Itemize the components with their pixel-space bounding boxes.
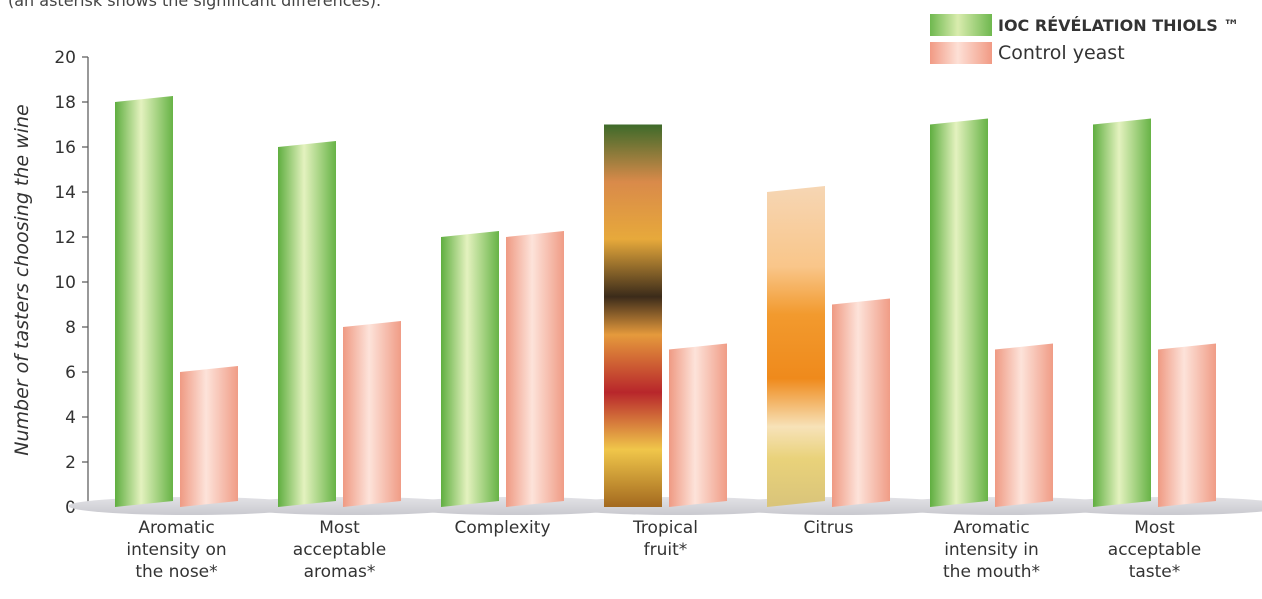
bar-ioc-2 (278, 141, 336, 507)
x-category-label: Tropical fruit* (632, 518, 698, 560)
y-tick-label: 10 (54, 273, 76, 293)
y-tick-label: 0 (65, 498, 76, 518)
chart-caption: (an asterisk shows the significant diffe… (8, 0, 382, 10)
bar-ioc-4 (604, 124, 662, 507)
x-category-label-line: intensity on (126, 540, 226, 560)
x-category-label-line: acceptable (293, 540, 386, 560)
x-category-label-line: acceptable (1108, 540, 1201, 560)
bar-ioc-6 (930, 118, 988, 507)
x-category-label: Most acceptable taste* (1108, 518, 1201, 582)
x-category-label-line: Aromatic (953, 518, 1029, 538)
y-tick-label: 12 (54, 228, 76, 248)
y-tick-label: 20 (54, 48, 76, 68)
bar-control-3 (506, 231, 564, 507)
x-category-label: Aromatic intensity on the nose* (126, 518, 226, 582)
y-axis: 0 2 4 6 8 10 12 14 16 18 20 (54, 48, 89, 518)
bar-ioc-7 (1093, 118, 1151, 507)
legend-swatch-control (930, 42, 992, 64)
bar-control-4 (669, 343, 727, 507)
bar-ioc-3 (441, 231, 499, 507)
x-category-label-line: the nose* (135, 562, 217, 582)
x-category-label-line: Tropical (632, 518, 698, 538)
bar-ioc-1 (115, 96, 173, 507)
x-category-label-line: Aromatic (138, 518, 214, 538)
y-tick-label: 8 (65, 318, 76, 338)
x-category-label-line: intensity in (944, 540, 1039, 560)
y-tick-label: 6 (65, 363, 76, 383)
x-category-label: Aromatic intensity in the mouth* (943, 518, 1040, 582)
x-category-label: Most acceptable aromas* (293, 518, 386, 582)
bar-control-2 (343, 321, 401, 507)
x-category-label-line: Most (1134, 518, 1175, 538)
x-category-label-line: Complexity (454, 518, 550, 538)
x-category-label: Citrus (804, 518, 854, 538)
bars-group (68, 96, 1262, 515)
legend-label-ioc: IOC RÉVÉLATION THIOLS ™ (998, 15, 1240, 35)
y-tick-label: 14 (54, 183, 76, 203)
bar-control-1 (180, 366, 238, 507)
x-category-label-line: aromas* (304, 562, 376, 582)
y-tick-label: 4 (65, 408, 76, 428)
y-tick-label: 16 (54, 138, 76, 158)
x-category-label-line: Citrus (804, 518, 854, 538)
x-category-label-line: Most (319, 518, 360, 538)
legend-item-control: Control yeast (930, 40, 1239, 66)
bar-ioc-5 (767, 186, 825, 507)
legend-swatch-ioc (930, 14, 992, 36)
bar-control-6 (995, 343, 1053, 507)
y-tick-label: 2 (65, 453, 76, 473)
x-category-label-line: taste* (1129, 562, 1181, 582)
x-category-label-line: the mouth* (943, 562, 1040, 582)
legend-label-control: Control yeast (998, 42, 1125, 64)
y-tick-label: 18 (54, 93, 76, 113)
bar-control-5 (832, 298, 890, 507)
x-category-label: Complexity (454, 518, 550, 538)
x-category-label-line: fruit* (644, 540, 688, 560)
category-labels: Aromatic intensity on the nose*Most accepta… (126, 518, 1201, 582)
bar-control-7 (1158, 343, 1216, 507)
legend: IOC RÉVÉLATION THIOLS ™ Control yeast (930, 12, 1239, 68)
legend-item-ioc: IOC RÉVÉLATION THIOLS ™ (930, 12, 1239, 38)
